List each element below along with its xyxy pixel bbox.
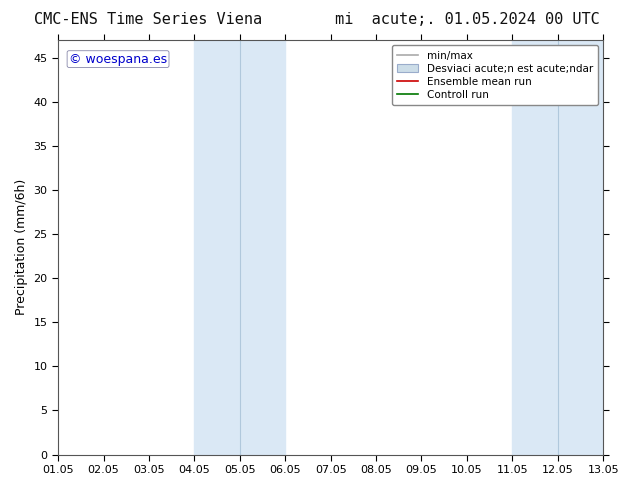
Bar <box>195 40 285 455</box>
Legend: min/max, Desviaci acute;n est acute;ndar, Ensemble mean run, Controll run: min/max, Desviaci acute;n est acute;ndar… <box>392 46 598 105</box>
Y-axis label: Precipitation (mm/6h): Precipitation (mm/6h) <box>15 179 28 316</box>
Text: © woespana.es: © woespana.es <box>69 52 167 66</box>
Text: CMC-ENS Time Series Viena        mi  acute;. 01.05.2024 00 UTC: CMC-ENS Time Series Viena mi acute;. 01.… <box>34 12 600 27</box>
Bar <box>512 40 603 455</box>
